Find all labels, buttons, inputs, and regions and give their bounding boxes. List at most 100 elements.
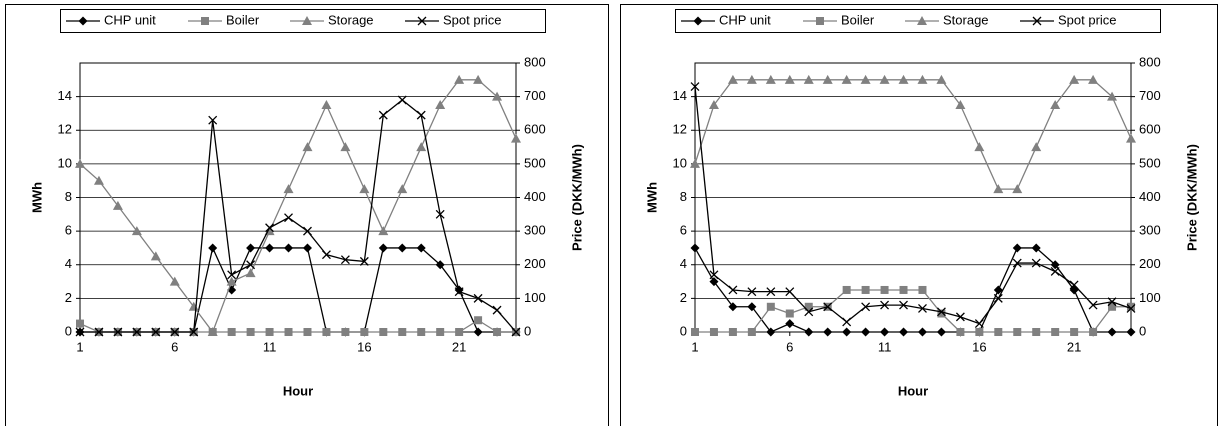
- y-tick-label: 12: [673, 122, 687, 137]
- marker-triangle: [993, 184, 1004, 194]
- y-axis-title: MWh: [644, 182, 659, 213]
- marker-triangle: [879, 74, 890, 84]
- legend-label: Storage: [328, 12, 374, 27]
- marker-x: [842, 317, 852, 327]
- marker-triangle: [917, 74, 928, 84]
- marker-x: [1088, 300, 1098, 310]
- marker-x: [340, 255, 350, 265]
- marker-square: [785, 309, 794, 318]
- marker-x: [511, 327, 521, 337]
- marker-triangle: [784, 74, 795, 84]
- series-line: [79, 319, 516, 333]
- marker-square: [956, 328, 965, 336]
- series-line: [79, 79, 517, 334]
- marker-diamond: [302, 243, 312, 253]
- marker-x: [265, 223, 275, 233]
- marker-x: [246, 260, 256, 270]
- marker-square: [861, 285, 870, 294]
- marker-square: [322, 328, 331, 336]
- y2-tick-label: 300: [524, 223, 546, 238]
- marker-triangle: [765, 74, 776, 84]
- marker-diamond: [917, 327, 927, 337]
- marker-x: [1126, 304, 1136, 313]
- marker-x: [1032, 16, 1042, 26]
- y-tick-label: 8: [65, 189, 72, 204]
- marker-diamond: [690, 243, 700, 253]
- marker-diamond: [766, 327, 776, 337]
- marker-x: [709, 270, 719, 280]
- marker-triangle: [803, 74, 814, 84]
- marker-diamond: [78, 16, 88, 26]
- marker-triangle: [898, 74, 909, 84]
- y-tick-label: 6: [680, 223, 687, 238]
- marker-square: [227, 328, 236, 336]
- marker-diamond: [861, 327, 871, 337]
- marker-x: [804, 307, 814, 317]
- marker-diamond: [899, 327, 909, 337]
- marker-square: [246, 328, 255, 336]
- y-tick-label: 6: [65, 223, 72, 238]
- marker-diamond: [1012, 243, 1022, 253]
- marker-x: [918, 304, 927, 313]
- marker-square: [804, 302, 813, 311]
- marker-square: [975, 328, 984, 336]
- marker-triangle: [435, 100, 446, 110]
- marker-x: [899, 300, 908, 310]
- marker-diamond: [747, 302, 757, 312]
- legend-label: CHP unit: [719, 12, 771, 27]
- marker-triangle: [131, 226, 142, 236]
- marker-triangle: [955, 100, 966, 110]
- marker-triangle: [1088, 74, 1099, 84]
- marker-x: [75, 327, 85, 337]
- legend-label: Storage: [943, 12, 989, 27]
- marker-diamond: [880, 327, 890, 337]
- y-tick-label: 12: [58, 122, 72, 137]
- marker-square: [303, 328, 312, 336]
- y-tick-label: 4: [680, 256, 687, 271]
- x-tick-label: 21: [1067, 339, 1081, 354]
- marker-square: [918, 285, 927, 294]
- y-tick-label: 0: [65, 323, 72, 338]
- marker-triangle: [207, 327, 218, 336]
- y2-tick-label: 100: [524, 290, 546, 305]
- marker-square: [709, 328, 718, 336]
- marker-x: [94, 327, 104, 337]
- marker-x: [955, 312, 965, 322]
- marker-x: [936, 307, 946, 317]
- x-tick-label: 21: [452, 339, 466, 354]
- marker-diamond: [284, 243, 294, 253]
- marker-triangle: [727, 74, 738, 84]
- marker-triangle: [492, 91, 503, 101]
- marker-triangle: [974, 142, 985, 152]
- marker-triangle: [822, 74, 833, 84]
- marker-square: [455, 328, 464, 336]
- marker-x: [993, 293, 1003, 303]
- marker-diamond: [208, 243, 218, 253]
- panel-border: [5, 4, 609, 431]
- series-line: [695, 289, 1131, 333]
- marker-square: [76, 319, 84, 328]
- marker-triangle: [169, 276, 180, 286]
- x-tick-label: 16: [357, 339, 371, 354]
- marker-x: [417, 16, 427, 26]
- x-tick-label: 11: [878, 339, 892, 354]
- marker-square: [842, 285, 851, 294]
- marker-x: [1050, 267, 1060, 276]
- y-tick-label: 8: [680, 189, 687, 204]
- marker-square: [1127, 302, 1135, 311]
- legend-label: Boiler: [841, 12, 875, 27]
- marker-diamond: [693, 16, 703, 26]
- marker-square: [1051, 328, 1060, 336]
- marker-square: [691, 328, 699, 336]
- y2-tick-label: 100: [1139, 290, 1161, 305]
- marker-square: [1013, 328, 1022, 336]
- marker-x: [1031, 258, 1041, 268]
- marker-triangle: [283, 184, 294, 194]
- marker-x: [227, 270, 237, 280]
- marker-square: [994, 328, 1003, 336]
- y-tick-label: 4: [65, 256, 72, 271]
- marker-square: [493, 328, 502, 336]
- marker-triangle: [690, 158, 700, 168]
- marker-triangle: [150, 251, 161, 261]
